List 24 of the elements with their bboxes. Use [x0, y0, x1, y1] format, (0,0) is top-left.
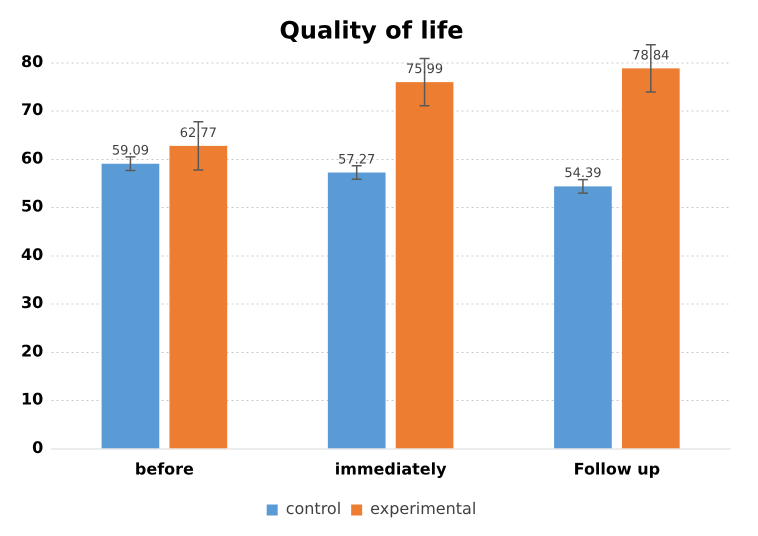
x-tick-label: Follow up	[574, 460, 660, 479]
y-tick-label: 0	[32, 438, 44, 457]
legend-label: experimental	[370, 499, 476, 518]
y-tick-label: 20	[21, 341, 44, 360]
x-tick-label: before	[134, 460, 194, 479]
bar	[554, 186, 612, 448]
data-label: 54.39	[564, 166, 602, 182]
y-tick-label: 30	[21, 293, 44, 312]
bar	[169, 146, 228, 448]
legend-label: control	[286, 499, 342, 518]
data-label: 57.27	[338, 152, 376, 168]
y-tick-label: 60	[21, 148, 44, 168]
x-tick-label: immediately	[334, 460, 448, 479]
bar	[622, 68, 680, 448]
y-tick-label: 40	[21, 244, 44, 264]
bar	[396, 82, 454, 448]
y-tick-label: 70	[21, 100, 44, 120]
y-tick-label: 80	[21, 52, 44, 71]
bar	[328, 172, 386, 448]
y-tick-label: 10	[21, 390, 44, 409]
bar	[102, 164, 160, 448]
data-label: 59.09	[112, 144, 150, 159]
chart-title: Quality of life	[279, 16, 464, 45]
y-tick-label: 50	[21, 196, 44, 216]
